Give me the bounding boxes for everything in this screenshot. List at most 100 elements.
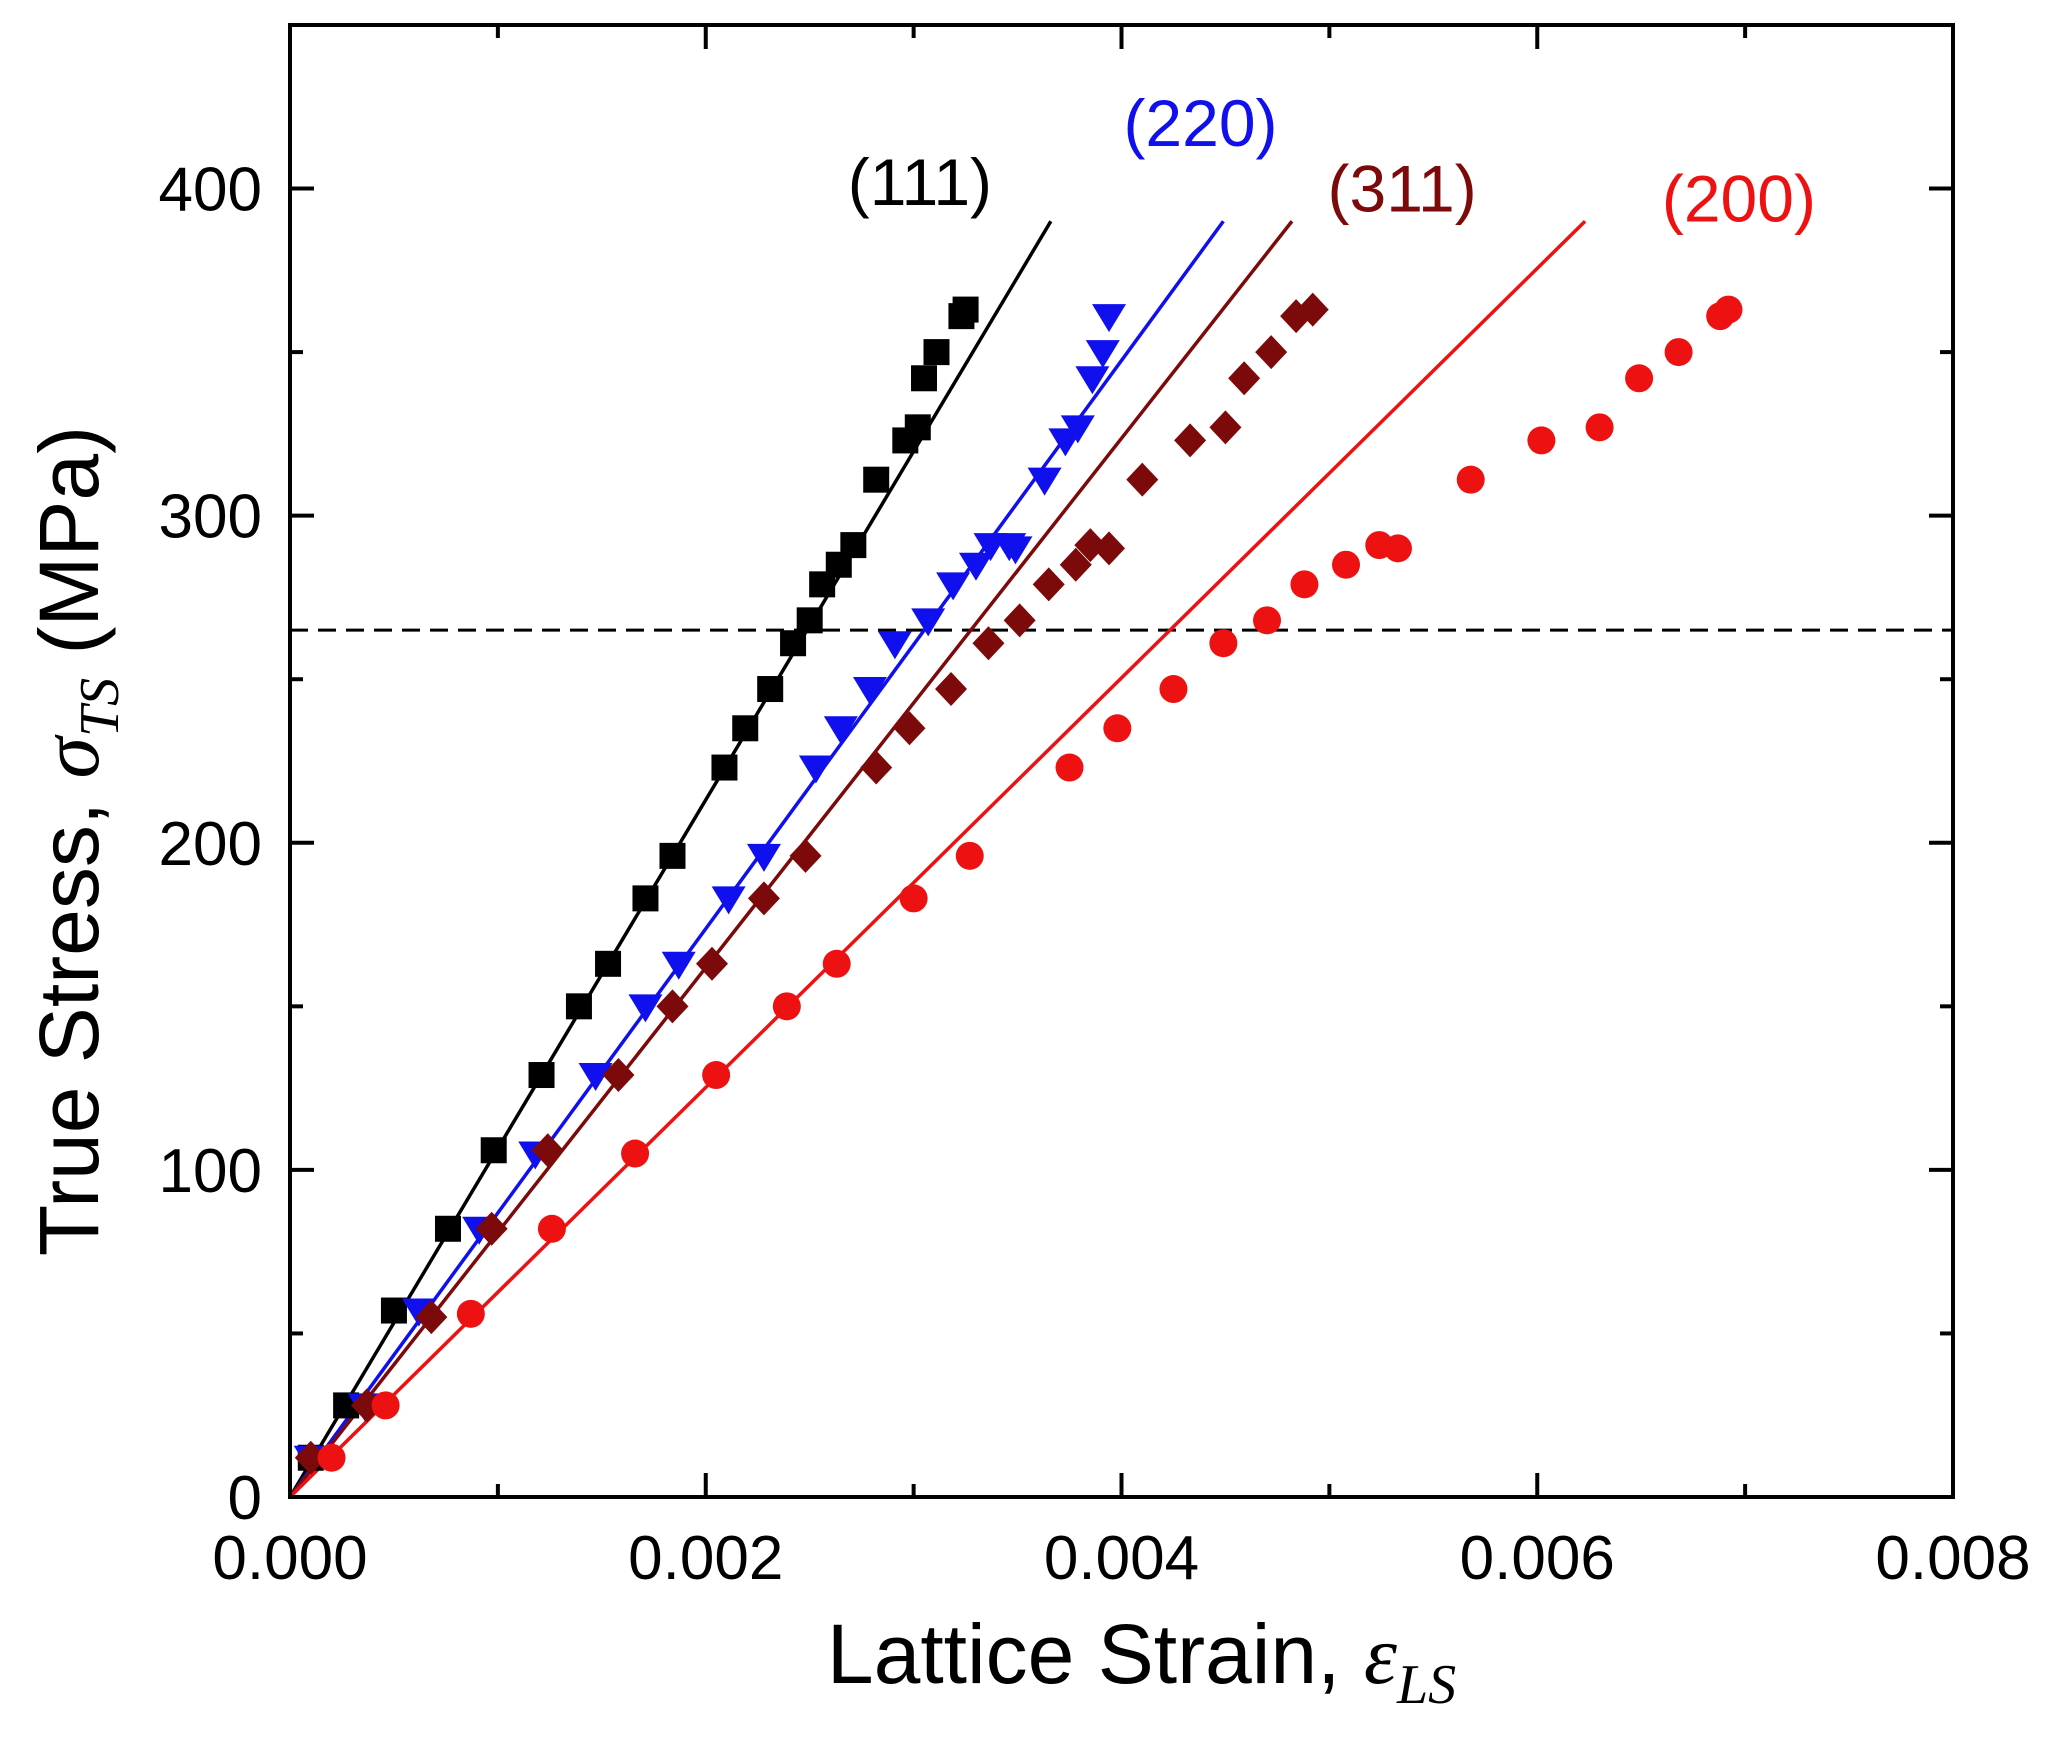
data-point-311: [893, 711, 926, 746]
data-point-220: [1060, 415, 1095, 444]
data-point-220: [936, 572, 971, 601]
data-point-200: [456, 1299, 485, 1328]
data-point-220: [852, 677, 887, 706]
x-tick-label: 0.006: [1460, 1524, 1615, 1593]
data-point-220: [877, 631, 912, 660]
data-point-111: [480, 1137, 507, 1164]
data-point-220: [823, 716, 858, 745]
data-point-200: [621, 1139, 650, 1168]
data-point-220: [998, 536, 1033, 565]
data-point-200: [1527, 426, 1556, 455]
y-tick-label: 400: [159, 156, 262, 225]
data-point-111: [780, 630, 807, 657]
series-label-220: (220): [1123, 86, 1277, 160]
data-point-220: [628, 994, 663, 1023]
data-point-111: [632, 885, 659, 912]
fit-line-200: [288, 220, 1587, 1499]
data-point-311: [1126, 462, 1159, 497]
data-point-311: [294, 1440, 327, 1475]
data-point-111: [380, 1297, 407, 1324]
data-point-311: [415, 1300, 448, 1335]
y-axis-units: (MPa): [22, 426, 116, 678]
data-point-111: [796, 607, 823, 634]
data-point-111: [659, 842, 686, 869]
data-point-220: [911, 608, 946, 637]
data-point-220: [1085, 340, 1120, 369]
data-point-200: [955, 841, 984, 870]
data-point-200: [899, 884, 928, 913]
y-axis-subscript: TS: [69, 678, 131, 737]
y-tick-label: 100: [159, 1137, 262, 1206]
data-point-200: [1055, 753, 1084, 782]
x-tick-label: 0.000: [212, 1524, 367, 1593]
data-markers-layer: [293, 292, 1743, 1475]
data-point-311: [935, 672, 968, 707]
data-point-311: [972, 626, 1005, 661]
data-point-200: [1383, 534, 1412, 563]
data-point-111: [952, 296, 979, 323]
x-axis-subscript: LS: [1396, 1654, 1456, 1716]
data-point-111: [732, 715, 759, 742]
data-point-200: [1103, 714, 1132, 743]
data-point-200: [1585, 413, 1614, 442]
data-point-200: [317, 1443, 346, 1472]
data-point-311: [860, 750, 893, 785]
series-labels-layer: (111) (220) (311) (200): [848, 86, 1816, 235]
data-point-200: [1664, 338, 1693, 367]
data-point-111: [923, 339, 950, 366]
data-point-311: [695, 946, 728, 981]
data-point-220: [958, 552, 993, 581]
data-point-311: [531, 1133, 564, 1168]
data-point-311: [1228, 361, 1261, 396]
data-point-311: [1032, 567, 1065, 602]
data-point-200: [1253, 606, 1282, 635]
data-point-111: [840, 532, 867, 559]
data-point-311: [475, 1211, 508, 1246]
data-point-200: [702, 1061, 731, 1090]
data-point-200: [1714, 295, 1743, 324]
data-point-200: [1159, 675, 1188, 704]
data-point-220: [1092, 304, 1127, 333]
y-tick-label: 300: [159, 483, 262, 552]
data-point-311: [602, 1058, 635, 1093]
tick-labels-layer: 0.000 0.002 0.004 0.006 0.008 0 100 200 300 400: [159, 156, 2031, 1593]
series-label-311: (311): [1328, 151, 1477, 225]
data-point-111: [904, 414, 931, 441]
data-point-200: [822, 949, 851, 978]
data-point-200: [1332, 550, 1361, 579]
series-label-200: (200): [1662, 161, 1816, 235]
data-point-111: [595, 950, 622, 977]
data-point-200: [1456, 465, 1485, 494]
y-axis-label: True Stress, σTS (MPa): [22, 426, 131, 1256]
data-point-111: [434, 1215, 461, 1242]
data-point-111: [528, 1062, 555, 1089]
plot-frame: [288, 23, 1955, 1499]
fit-line-311: [288, 220, 1294, 1499]
data-point-311: [1093, 531, 1126, 566]
x-axis-symbol: ε: [1364, 1609, 1398, 1702]
data-point-220: [798, 755, 833, 784]
data-point-220: [711, 886, 746, 915]
data-point-111: [757, 676, 784, 703]
data-point-311: [1174, 423, 1207, 458]
data-point-311: [747, 881, 780, 916]
data-point-111: [911, 365, 938, 392]
x-tick-label: 0.002: [628, 1524, 783, 1593]
data-point-311: [789, 838, 822, 873]
data-point-220: [578, 1063, 613, 1092]
data-point-220: [1075, 366, 1110, 395]
y-tick-label: 200: [159, 810, 262, 879]
x-axis-label: Lattice Strain, εLS: [827, 1607, 1456, 1716]
y-tick-label: 0: [228, 1464, 262, 1533]
data-point-111: [565, 993, 592, 1020]
data-point-200: [772, 992, 801, 1021]
x-tick-label: 0.008: [1875, 1524, 2030, 1593]
fit-lines-layer: [288, 220, 1587, 1499]
data-point-311: [1059, 547, 1092, 582]
data-point-311: [656, 989, 689, 1024]
ticks-layer: [288, 25, 1955, 1499]
data-point-200: [1290, 570, 1319, 599]
data-point-111: [863, 466, 890, 493]
data-point-311: [1255, 335, 1288, 370]
